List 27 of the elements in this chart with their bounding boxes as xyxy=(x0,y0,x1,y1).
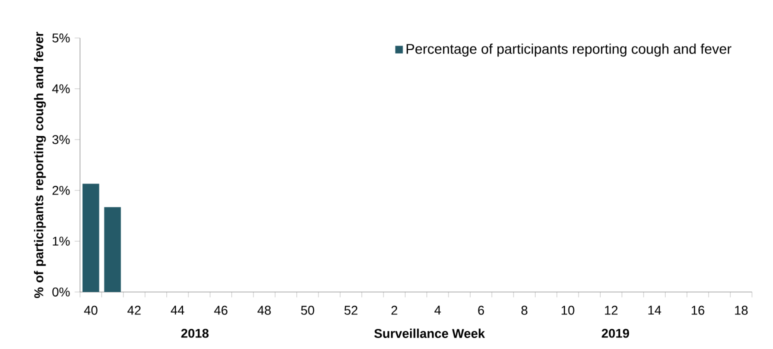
text: 2019 xyxy=(602,328,630,338)
y-tick-label: 2% xyxy=(52,186,70,195)
x-tick-label: 6 xyxy=(478,306,484,315)
x-tick-label: 16 xyxy=(692,306,704,315)
x-tick-label: 14 xyxy=(648,306,662,315)
y-tick-label: 5% xyxy=(52,34,70,42)
x-tick-label: 42 xyxy=(127,306,141,315)
x-tick-label: 44 xyxy=(170,306,184,315)
y-tick-label: 3% xyxy=(52,135,70,144)
x-tick-label: 2 xyxy=(391,306,398,315)
text: 2018 xyxy=(181,328,209,338)
x-tick-label: 10 xyxy=(562,306,574,315)
x-tick-label: 12 xyxy=(605,306,618,315)
x-tick-label: 52 xyxy=(344,306,358,315)
y-tick-label: 0% xyxy=(52,288,70,296)
x-axis-title: Surveillance Week xyxy=(374,328,485,338)
x-tick-label: 18 xyxy=(735,306,748,315)
x-tick-label: 48 xyxy=(258,306,271,315)
x-tick-label: 46 xyxy=(214,306,228,315)
y-tick-label: 1% xyxy=(52,236,70,246)
x-tick-label: 50 xyxy=(301,306,314,315)
x-tick-label: 40 xyxy=(84,306,98,315)
x-tick-label: 8 xyxy=(521,306,528,315)
legend-label: Percentage of participants reporting cough and fever xyxy=(406,44,732,57)
y-tick-label: 4% xyxy=(52,84,70,94)
y-axis-title: % of participants reporting cough and fever xyxy=(34,32,46,298)
x-tick-label: 4 xyxy=(434,306,441,315)
